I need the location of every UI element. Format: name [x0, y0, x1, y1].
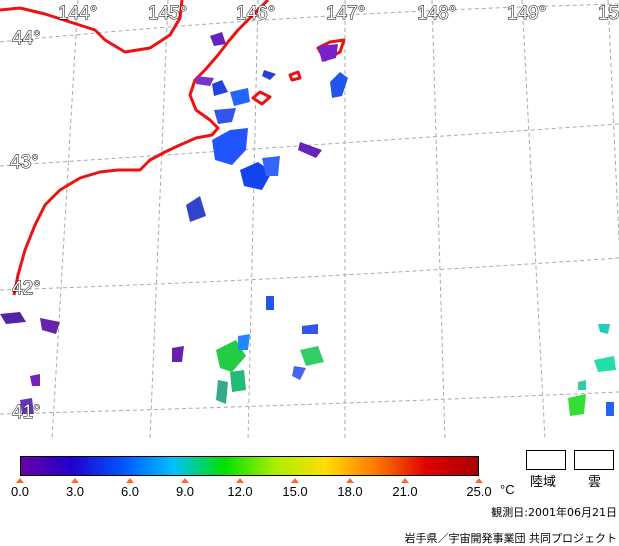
tick-mark: [181, 478, 189, 483]
lat-label: 44°: [12, 28, 41, 49]
scale-tick-label: 9.0: [175, 484, 195, 499]
tick-mark: [236, 478, 244, 483]
legend: 0.0 3.0 6.0 9.0 12.0 15.0 18.0 21.0 25.0…: [0, 440, 619, 546]
lon-label: 15: [598, 3, 619, 24]
lon-label: 149°: [507, 3, 546, 24]
scale-tick-label: 18.0: [337, 484, 363, 499]
lon-label: 147°: [326, 3, 365, 24]
graticule: [0, 0, 619, 440]
cloud-key-swatch: [574, 450, 614, 470]
temperature-color-scale: [20, 456, 479, 476]
lon-label: 146°: [236, 3, 275, 24]
unit-label: °C: [500, 482, 515, 497]
observation-date: 観測日:2001年06月21日: [491, 506, 617, 519]
lat-label: 42°: [12, 278, 41, 299]
longitude-labels: 144° 145° 146° 147° 148° 149° 15: [58, 3, 619, 25]
tick-mark: [16, 478, 24, 483]
tick-mark: [346, 478, 354, 483]
tick-mark: [126, 478, 134, 483]
tick-mark: [71, 478, 79, 483]
tick-mark: [401, 478, 409, 483]
land-key-swatch: [526, 450, 566, 470]
scale-tick-label: 0.0: [10, 484, 30, 499]
lat-label: 43°: [10, 152, 39, 173]
cloud-key-label: 雲: [588, 475, 602, 490]
scale-tick-label: 3.0: [65, 484, 85, 499]
land-key-label: 陸域: [530, 475, 557, 490]
latitude-labels: 44° 43° 42° 41°: [10, 28, 42, 424]
lon-label: 144°: [58, 3, 97, 24]
scale-tick-label: 12.0: [227, 484, 253, 499]
lon-label: 148°: [417, 3, 456, 24]
tick-mark: [291, 478, 299, 483]
credit-text: 岩手県／宇宙開発事業団 共同プロジェクト: [404, 532, 618, 545]
scale-tick-label: 25.0: [466, 484, 492, 499]
lon-label: 145°: [148, 3, 187, 24]
sea-surface-temperature-map: 144° 145° 146° 147° 148° 149° 15 44° 43°…: [0, 0, 619, 440]
scale-tick-label: 6.0: [120, 484, 140, 499]
scale-tick-label: 21.0: [392, 484, 418, 499]
tick-mark: [475, 478, 483, 483]
scale-tick-label: 15.0: [282, 484, 308, 499]
sst-patches: [0, 32, 616, 416]
lat-label: 41°: [12, 402, 41, 423]
